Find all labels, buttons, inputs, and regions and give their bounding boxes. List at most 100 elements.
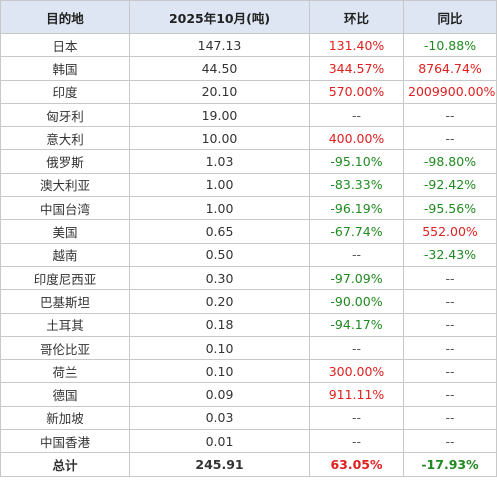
mom-cell: 300.00% bbox=[309, 359, 404, 384]
volume-cell: 10.00 bbox=[129, 126, 310, 151]
volume-cell: 44.50 bbox=[129, 56, 310, 81]
destination-cell: 日本 bbox=[0, 32, 130, 58]
table-row: 澳大利亚 1.00 -83.33% -92.42% bbox=[0, 172, 497, 198]
destination-cell: 美国 bbox=[0, 219, 130, 244]
mom-cell: -67.74% bbox=[309, 219, 404, 244]
table-row: 日本 147.13 131.40% -10.88% bbox=[0, 32, 497, 58]
volume-cell: 0.20 bbox=[129, 289, 310, 314]
yoy-cell: -- bbox=[403, 429, 497, 454]
volume-cell: 1.00 bbox=[129, 196, 310, 221]
volume-cell: 245.91 bbox=[129, 452, 310, 477]
yoy-cell: -- bbox=[403, 126, 497, 151]
mom-cell: 400.00% bbox=[309, 126, 404, 151]
volume-cell: 0.10 bbox=[129, 359, 310, 384]
mom-cell: 911.11% bbox=[309, 382, 404, 407]
mom-cell: -97.09% bbox=[309, 265, 404, 291]
mom-cell: 63.05% bbox=[309, 452, 404, 477]
table-row: 美国 0.65 -67.74% 552.00% bbox=[0, 219, 497, 244]
destination-cell: 俄罗斯 bbox=[0, 149, 130, 174]
mom-cell: -90.00% bbox=[309, 289, 404, 314]
table-row: 哥伦比亚 0.10 -- -- bbox=[0, 335, 497, 361]
table-row: 越南 0.50 -- -32.43% bbox=[0, 242, 497, 267]
destination-cell: 韩国 bbox=[0, 56, 130, 81]
volume-cell: 20.10 bbox=[129, 79, 310, 104]
volume-cell: 0.18 bbox=[129, 312, 310, 337]
volume-cell: 0.03 bbox=[129, 405, 310, 431]
table-row: 新加坡 0.03 -- -- bbox=[0, 405, 497, 431]
destination-cell: 德国 bbox=[0, 382, 130, 407]
volume-cell: 0.30 bbox=[129, 265, 310, 291]
yoy-cell: -- bbox=[403, 359, 497, 384]
volume-cell: 1.00 bbox=[129, 172, 310, 198]
table-row: 印度 20.10 570.00% 2009900.00% bbox=[0, 79, 497, 104]
yoy-cell: -32.43% bbox=[403, 242, 497, 267]
export-destination-table: 目的地 2025年10月(吨) 环比 同比 日本 147.13 131.40% -10… bbox=[0, 0, 497, 477]
destination-cell: 总计 bbox=[0, 452, 130, 477]
destination-cell: 新加坡 bbox=[0, 405, 130, 431]
table-row: 俄罗斯 1.03 -95.10% -98.80% bbox=[0, 149, 497, 174]
mom-cell: -94.17% bbox=[309, 312, 404, 337]
yoy-cell: -- bbox=[403, 289, 497, 314]
header-yoy: 同比 bbox=[403, 0, 497, 34]
mom-cell: -- bbox=[309, 405, 404, 431]
mom-cell: -- bbox=[309, 102, 404, 128]
table-row: 意大利 10.00 400.00% -- bbox=[0, 126, 497, 151]
total-row: 总计 245.91 63.05% -17.93% bbox=[0, 452, 497, 477]
table-row: 中国台湾 1.00 -96.19% -95.56% bbox=[0, 196, 497, 221]
destination-cell: 越南 bbox=[0, 242, 130, 267]
yoy-cell: -95.56% bbox=[403, 196, 497, 221]
mom-cell: -96.19% bbox=[309, 196, 404, 221]
yoy-cell: 8764.74% bbox=[403, 56, 497, 81]
header-mom: 环比 bbox=[309, 0, 404, 34]
destination-cell: 中国台湾 bbox=[0, 196, 130, 221]
table-row: 德国 0.09 911.11% -- bbox=[0, 382, 497, 407]
volume-cell: 19.00 bbox=[129, 102, 310, 128]
mom-cell: 131.40% bbox=[309, 32, 404, 58]
destination-cell: 土耳其 bbox=[0, 312, 130, 337]
yoy-cell: -92.42% bbox=[403, 172, 497, 198]
yoy-cell: -- bbox=[403, 405, 497, 431]
table-header-row: 目的地 2025年10月(吨) 环比 同比 bbox=[0, 0, 497, 34]
destination-cell: 印度尼西亚 bbox=[0, 265, 130, 291]
table-row: 巴基斯坦 0.20 -90.00% -- bbox=[0, 289, 497, 314]
table-row: 土耳其 0.18 -94.17% -- bbox=[0, 312, 497, 337]
table-row: 韩国 44.50 344.57% 8764.74% bbox=[0, 56, 497, 81]
table-row: 匈牙利 19.00 -- -- bbox=[0, 102, 497, 128]
table-row: 荷兰 0.10 300.00% -- bbox=[0, 359, 497, 384]
destination-cell: 印度 bbox=[0, 79, 130, 104]
table-row: 印度尼西亚 0.30 -97.09% -- bbox=[0, 265, 497, 291]
volume-cell: 0.65 bbox=[129, 219, 310, 244]
mom-cell: -- bbox=[309, 242, 404, 267]
header-destination: 目的地 bbox=[0, 0, 130, 34]
yoy-cell: -- bbox=[403, 335, 497, 361]
mom-cell: 570.00% bbox=[309, 79, 404, 104]
mom-cell: -- bbox=[309, 335, 404, 361]
volume-cell: 147.13 bbox=[129, 32, 310, 58]
mom-cell: -83.33% bbox=[309, 172, 404, 198]
volume-cell: 0.50 bbox=[129, 242, 310, 267]
yoy-cell: 2009900.00% bbox=[403, 79, 497, 104]
destination-cell: 匈牙利 bbox=[0, 102, 130, 128]
yoy-cell: -98.80% bbox=[403, 149, 497, 174]
yoy-cell: -17.93% bbox=[403, 452, 497, 477]
volume-cell: 0.09 bbox=[129, 382, 310, 407]
table-row: 中国香港 0.01 -- -- bbox=[0, 429, 497, 454]
yoy-cell: -- bbox=[403, 265, 497, 291]
destination-cell: 巴基斯坦 bbox=[0, 289, 130, 314]
header-volume: 2025年10月(吨) bbox=[129, 0, 310, 34]
volume-cell: 1.03 bbox=[129, 149, 310, 174]
yoy-cell: -- bbox=[403, 382, 497, 407]
yoy-cell: 552.00% bbox=[403, 219, 497, 244]
volume-cell: 0.10 bbox=[129, 335, 310, 361]
yoy-cell: -- bbox=[403, 312, 497, 337]
mom-cell: 344.57% bbox=[309, 56, 404, 81]
yoy-cell: -- bbox=[403, 102, 497, 128]
destination-cell: 中国香港 bbox=[0, 429, 130, 454]
mom-cell: -- bbox=[309, 429, 404, 454]
volume-cell: 0.01 bbox=[129, 429, 310, 454]
destination-cell: 意大利 bbox=[0, 126, 130, 151]
mom-cell: -95.10% bbox=[309, 149, 404, 174]
destination-cell: 澳大利亚 bbox=[0, 172, 130, 198]
destination-cell: 哥伦比亚 bbox=[0, 335, 130, 361]
